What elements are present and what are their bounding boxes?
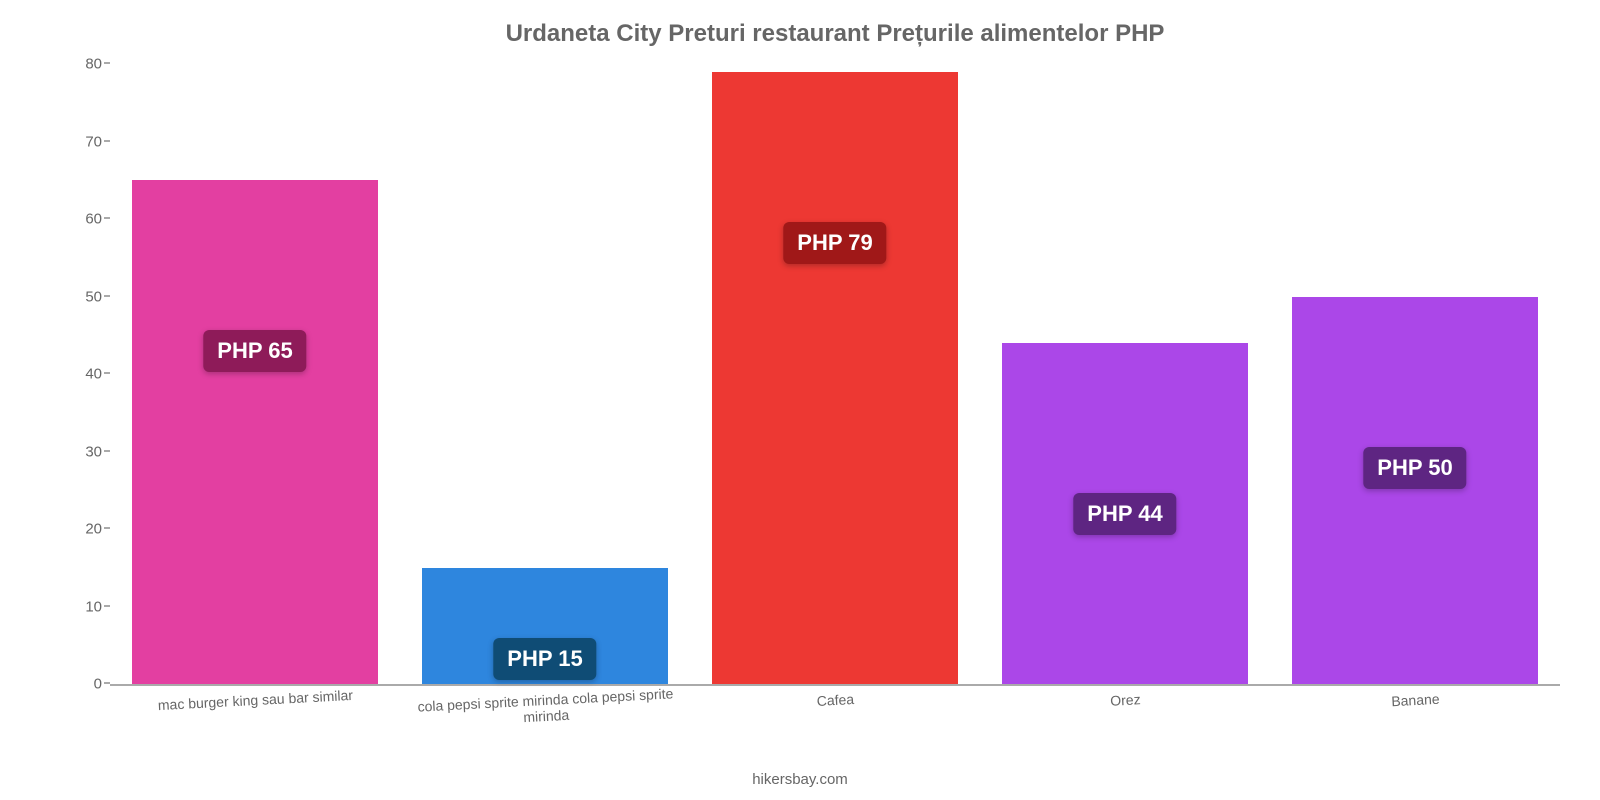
y-tick-label: 40 xyxy=(62,366,102,383)
y-tick-mark xyxy=(104,682,110,684)
bar-value-label: PHP 15 xyxy=(493,638,596,680)
y-tick-mark xyxy=(104,62,110,64)
x-category-label: Banane xyxy=(1270,684,1561,731)
bar-value-label: PHP 79 xyxy=(783,222,886,264)
x-category-label: Orez xyxy=(980,684,1271,731)
plot-area: 01020304050607080 PHP 65PHP 15PHP 79PHP … xyxy=(110,66,1560,686)
x-axis: mac burger king sau bar similarcola peps… xyxy=(110,692,1560,724)
x-category-label: Cafea xyxy=(690,684,981,731)
bars-group: PHP 65 PHP 15 PHP 79 PHP 44 PHP 50 xyxy=(110,66,1560,684)
y-tick-label: 60 xyxy=(62,211,102,228)
chart-container: Urdaneta City Preturi restaurant Prețuri… xyxy=(0,0,1600,800)
y-tick-label: 50 xyxy=(62,288,102,305)
bar: PHP 79 xyxy=(712,72,959,684)
bar-slot: PHP 15 xyxy=(400,66,690,684)
y-tick-label: 10 xyxy=(62,598,102,615)
y-tick-label: 20 xyxy=(62,521,102,538)
bar-slot: PHP 44 xyxy=(980,66,1270,684)
y-tick-mark xyxy=(104,605,110,607)
bar: PHP 15 xyxy=(422,568,669,684)
y-tick-label: 30 xyxy=(62,443,102,460)
y-tick-mark xyxy=(104,217,110,219)
y-axis: 01020304050607080 xyxy=(60,66,110,684)
bar-value-label: PHP 65 xyxy=(203,330,306,372)
bar-slot: PHP 79 xyxy=(690,66,980,684)
bar: PHP 50 xyxy=(1292,297,1539,685)
bar: PHP 44 xyxy=(1002,343,1249,684)
y-tick-mark xyxy=(104,450,110,452)
bar-value-label: PHP 50 xyxy=(1363,447,1466,489)
chart-title: Urdaneta City Preturi restaurant Prețuri… xyxy=(110,20,1560,48)
attribution-text: hikersbay.com xyxy=(0,771,1600,788)
y-tick-mark xyxy=(104,527,110,529)
x-category-label: mac burger king sau bar similar xyxy=(110,684,401,731)
bar: PHP 65 xyxy=(132,180,379,684)
bar-slot: PHP 50 xyxy=(1270,66,1560,684)
y-tick-mark xyxy=(104,140,110,142)
y-tick-mark xyxy=(104,372,110,374)
y-tick-mark xyxy=(104,295,110,297)
x-category-label: cola pepsi sprite mirinda cola pepsi spr… xyxy=(400,684,691,731)
y-tick-label: 80 xyxy=(62,56,102,73)
y-tick-label: 70 xyxy=(62,133,102,150)
y-tick-label: 0 xyxy=(62,676,102,693)
bar-slot: PHP 65 xyxy=(110,66,400,684)
bar-value-label: PHP 44 xyxy=(1073,493,1176,535)
